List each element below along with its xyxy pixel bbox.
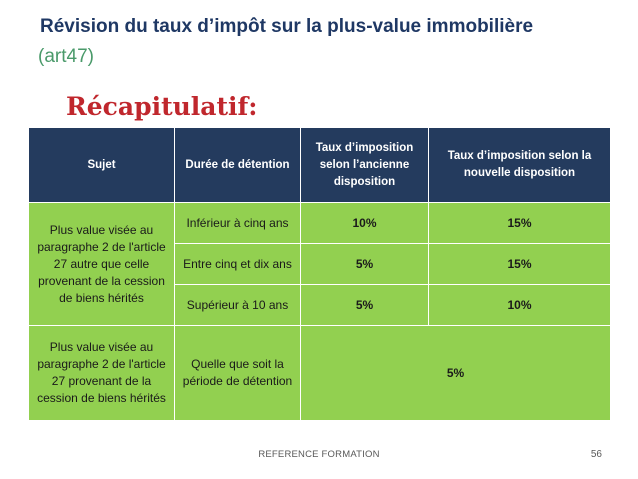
duration-cell: Supérieur à 10 ans	[174, 284, 301, 327]
new-rate-cell: 15%	[428, 202, 611, 245]
old-rate-cell: 5%	[300, 284, 429, 327]
slide-title: Révision du taux d’impôt sur la plus-val…	[40, 16, 534, 37]
footer-text: REFERENCE FORMATION	[258, 449, 380, 460]
old-rate-cell: 5%	[300, 243, 429, 286]
page-number: 56	[590, 449, 602, 460]
group1-subject-cell: Plus value visée au paragraphe 2 de l'ar…	[28, 202, 175, 327]
duration-cell: Quelle que soit la période de détention	[174, 325, 301, 421]
group2-subject-cell: Plus value visée au paragraphe 2 de l'ar…	[28, 325, 175, 421]
header-subject: Sujet	[28, 126, 175, 204]
table-row: Supérieur à 10 ans 5% 10%	[29, 284, 611, 327]
duration-cell: Entre cinq et dix ans	[174, 243, 301, 286]
header-old-rate: Taux d’imposition selon l’ancienne dispo…	[300, 126, 429, 204]
duration-cell: Inférieur à cinq ans	[174, 202, 301, 245]
table-row: Plus value visée au paragraphe 2 de l'ar…	[28, 202, 611, 327]
slide-subtitle: (art47)	[38, 46, 94, 67]
header-new-rate: Taux d’imposition selon la nouvelle disp…	[428, 126, 611, 204]
merged-rate-cell: 5%	[300, 325, 611, 421]
old-rate-cell: 10%	[300, 202, 429, 245]
header-duration: Durée de détention	[174, 126, 301, 204]
tax-rate-table: Sujet Durée de détention Taux d’impositi…	[28, 126, 611, 421]
table-row: Plus value visée au paragraphe 2 de l'ar…	[28, 325, 611, 421]
table-row: Entre cinq et dix ans 5% 15%	[29, 243, 611, 286]
table-header-row: Sujet Durée de détention Taux d’impositi…	[28, 126, 611, 204]
new-rate-cell: 10%	[428, 284, 611, 327]
recap-heading: Récapitulatif:	[66, 92, 258, 121]
new-rate-cell: 15%	[428, 243, 611, 286]
